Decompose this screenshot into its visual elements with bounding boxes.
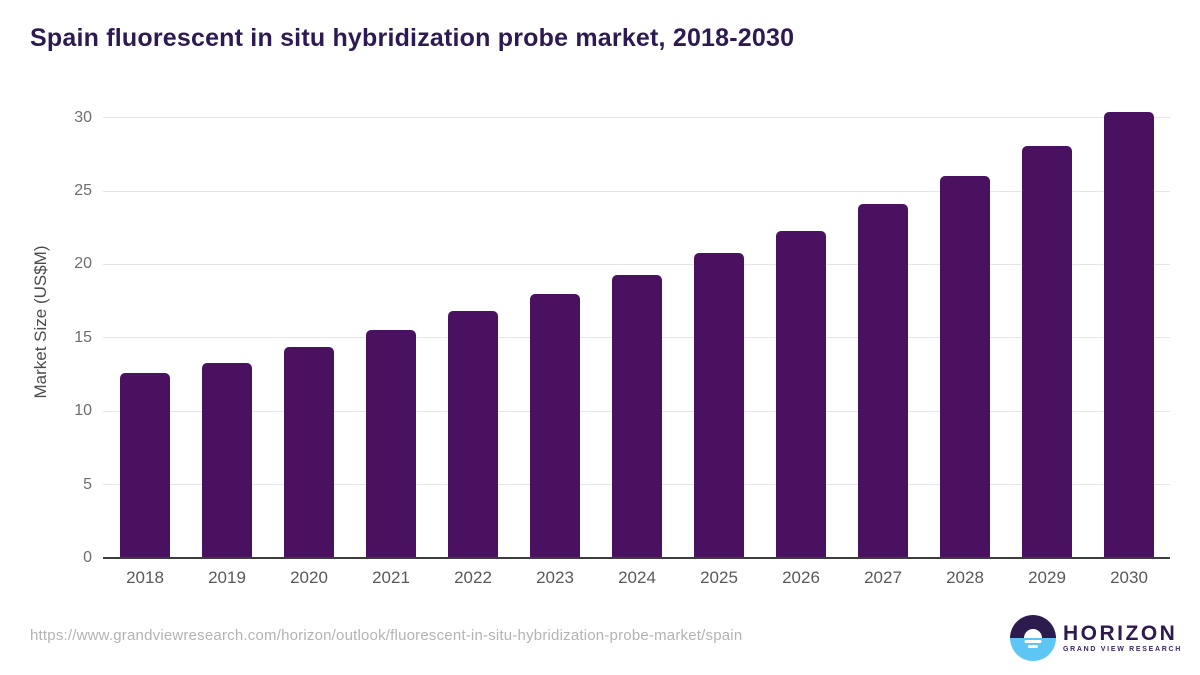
x-tick-label-2027: 2027 (864, 568, 902, 587)
gridline-y-25 (103, 190, 1170, 192)
x-tick-label-2028: 2028 (946, 568, 984, 587)
x-tick-label-2024: 2024 (618, 568, 656, 587)
chart-title: Spain fluorescent in situ hybridization … (30, 24, 795, 52)
y-tick-label-15: 15 (74, 328, 92, 346)
x-tick-label-2019: 2019 (208, 568, 246, 587)
bar-2018 (120, 373, 170, 558)
logo-name: HORIZON (1063, 622, 1178, 645)
logo-tagline: GRAND VIEW RESEARCH (1063, 646, 1183, 653)
x-tick-label-2026: 2026 (782, 568, 820, 587)
x-tick-label-2023: 2023 (536, 568, 574, 587)
y-tick-label-5: 5 (83, 475, 92, 493)
gridline-y-30 (103, 117, 1170, 119)
bar-2019 (202, 362, 252, 558)
bar-2025 (694, 252, 744, 558)
x-axis-line (103, 557, 1170, 559)
plot-area (103, 98, 1170, 558)
x-tick-label-2030: 2030 (1110, 568, 1148, 587)
y-tick-label-20: 20 (74, 255, 92, 273)
source-url: https://www.grandviewresearch.com/horizo… (30, 627, 743, 644)
bar-2021 (366, 330, 416, 558)
x-tick-label-2020: 2020 (290, 568, 328, 587)
x-tick-label-2021: 2021 (372, 568, 410, 587)
horizon-logo: HORIZON GRAND VIEW RESEARCH (1010, 615, 1182, 661)
y-tick-label-0: 0 (83, 549, 92, 566)
x-tick-label-2029: 2029 (1028, 568, 1066, 587)
bar-2022 (448, 311, 498, 558)
x-tick-label-2018: 2018 (126, 568, 164, 587)
bar-2026 (776, 230, 826, 558)
bar-2029 (1022, 145, 1072, 558)
sun-reflection-line (1024, 640, 1042, 643)
bar-2023 (530, 293, 580, 558)
y-tick-label-10: 10 (74, 402, 92, 420)
y-tick-label-30: 30 (74, 108, 92, 126)
sun-shape (1024, 629, 1042, 638)
sun-reflection-line (1028, 645, 1038, 648)
logo-text-block: HORIZON GRAND VIEW RESEARCH (1063, 623, 1182, 653)
y-tick-label-25: 25 (74, 182, 92, 199)
bar-2027 (858, 204, 908, 558)
x-tick-label-2025: 2025 (700, 568, 738, 587)
bar-2020 (284, 346, 334, 558)
gridline-y-20 (103, 263, 1170, 265)
horizon-sun-icon (1010, 615, 1056, 661)
bar-2028 (940, 176, 990, 558)
x-tick-label-2022: 2022 (454, 568, 492, 587)
bar-2024 (612, 274, 662, 558)
bar-2030 (1104, 111, 1154, 558)
